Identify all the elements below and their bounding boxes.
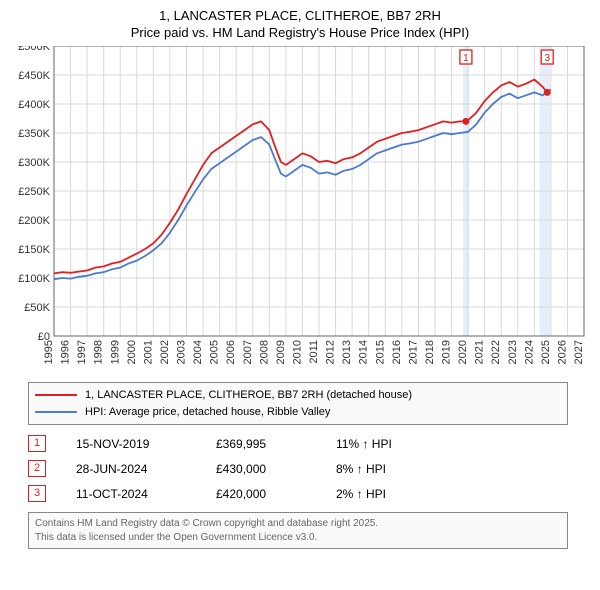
svg-text:2012: 2012 [325,340,337,364]
title-block: 1, LANCASTER PLACE, CLITHEROE, BB7 2RH P… [6,8,594,40]
svg-text:2006: 2006 [225,340,237,364]
chart-svg: £0£50K£100K£150K£200K£250K£300K£350K£400… [6,46,594,376]
sale-pct: 11% ↑ HPI [336,437,456,451]
footer-box: Contains HM Land Registry data © Crown c… [28,512,568,549]
svg-text:£200K: £200K [18,215,50,227]
legend-box: 1, LANCASTER PLACE, CLITHEROE, BB7 2RH (… [28,382,568,425]
svg-text:3: 3 [544,53,550,64]
svg-text:2025: 2025 [540,340,552,364]
svg-text:2022: 2022 [490,340,502,364]
legend-row: 1, LANCASTER PLACE, CLITHEROE, BB7 2RH (… [35,387,561,404]
svg-text:2017: 2017 [407,340,419,364]
sale-row: 2 28-JUN-2024 £430,000 8% ↑ HPI [28,460,594,477]
legend-row: HPI: Average price, detached house, Ribb… [35,404,561,421]
legend-swatch [35,411,77,413]
legend-label: HPI: Average price, detached house, Ribb… [85,404,330,421]
svg-text:£100K: £100K [18,273,50,285]
svg-text:2007: 2007 [242,340,254,364]
svg-text:£400K: £400K [18,99,50,111]
sale-pct: 2% ↑ HPI [336,487,456,501]
svg-text:2016: 2016 [391,340,403,364]
svg-text:1995: 1995 [43,340,55,364]
svg-text:2003: 2003 [176,340,188,364]
svg-text:2013: 2013 [341,340,353,364]
title-line-1: 1, LANCASTER PLACE, CLITHEROE, BB7 2RH [6,8,594,23]
svg-text:£350K: £350K [18,128,50,140]
svg-text:2015: 2015 [374,340,386,364]
sale-marker: 3 [28,485,46,502]
svg-text:2020: 2020 [457,340,469,364]
sale-row: 1 15-NOV-2019 £369,995 11% ↑ HPI [28,435,594,452]
footer-line-1: Contains HM Land Registry data © Crown c… [35,517,561,531]
svg-text:2011: 2011 [308,340,320,364]
sale-row: 3 11-OCT-2024 £420,000 2% ↑ HPI [28,485,594,502]
svg-text:2023: 2023 [507,340,519,364]
footer-line-2: This data is licensed under the Open Gov… [35,531,561,545]
svg-text:£500K: £500K [18,46,50,53]
svg-text:2021: 2021 [474,340,486,364]
svg-text:£150K: £150K [18,244,50,256]
sale-marker: 1 [28,435,46,452]
svg-text:1998: 1998 [93,340,105,364]
svg-text:£450K: £450K [18,70,50,82]
title-line-2: Price paid vs. HM Land Registry's House … [6,25,594,40]
svg-text:2008: 2008 [258,340,270,364]
sale-date: 28-JUN-2024 [76,462,186,476]
svg-text:2010: 2010 [291,340,303,364]
svg-text:£300K: £300K [18,157,50,169]
svg-text:£50K: £50K [24,302,50,314]
sale-price: £420,000 [216,487,306,501]
svg-text:2018: 2018 [424,340,436,364]
sale-marker: 2 [28,460,46,477]
sales-list: 1 15-NOV-2019 £369,995 11% ↑ HPI 2 28-JUN-202… [28,435,594,502]
sale-price: £369,995 [216,437,306,451]
sale-date: 15-NOV-2019 [76,437,186,451]
legend-label: 1, LANCASTER PLACE, CLITHEROE, BB7 2RH (… [85,387,412,404]
legend-swatch [35,394,77,396]
svg-text:2005: 2005 [209,340,221,364]
svg-text:2004: 2004 [192,340,204,364]
price-chart: £0£50K£100K£150K£200K£250K£300K£350K£400… [6,46,594,376]
svg-text:1997: 1997 [76,340,88,364]
svg-text:2009: 2009 [275,340,287,364]
svg-text:2027: 2027 [573,340,585,364]
svg-text:2026: 2026 [556,340,568,364]
svg-text:2001: 2001 [142,340,154,364]
svg-text:1999: 1999 [109,340,121,364]
page-root: 1, LANCASTER PLACE, CLITHEROE, BB7 2RH P… [0,0,600,553]
svg-text:1996: 1996 [60,340,72,364]
svg-text:2019: 2019 [441,340,453,364]
svg-text:1: 1 [463,53,469,64]
sale-pct: 8% ↑ HPI [336,462,456,476]
svg-text:2002: 2002 [159,340,171,364]
svg-text:2024: 2024 [523,340,535,364]
svg-text:£250K: £250K [18,186,50,198]
svg-text:2000: 2000 [126,340,138,364]
svg-text:2014: 2014 [358,340,370,364]
sale-price: £430,000 [216,462,306,476]
sale-date: 11-OCT-2024 [76,487,186,501]
